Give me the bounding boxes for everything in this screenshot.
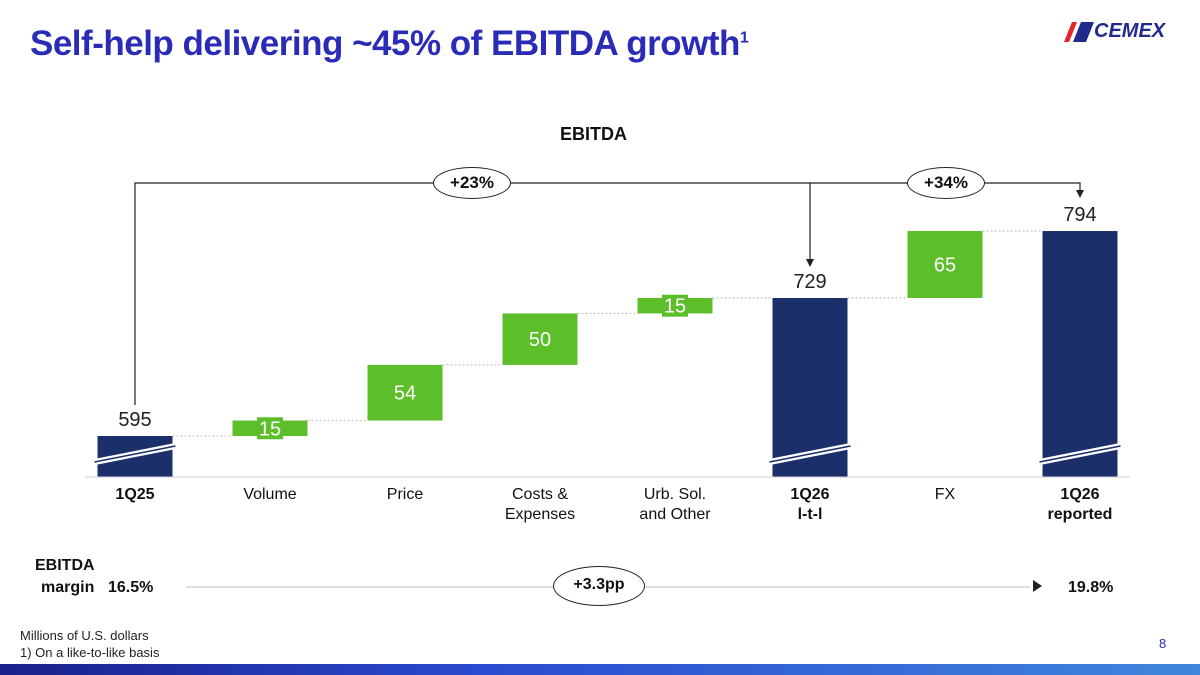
data-label-5: 729 xyxy=(793,271,826,293)
bracket-fx xyxy=(810,182,1081,193)
category-label: 1Q26 reported xyxy=(1010,485,1150,525)
category-label-line: Volume xyxy=(243,486,297,503)
axis-break-line xyxy=(769,445,851,463)
data-label-7: 794 xyxy=(1063,204,1096,226)
data-label-4: 15 xyxy=(664,296,686,318)
category-label-line: reported xyxy=(1047,506,1113,523)
bar-3 xyxy=(502,313,578,365)
data-label-1: 15 xyxy=(259,418,281,440)
category-label-line: 1Q26 xyxy=(790,486,830,503)
category-label-line: Urb. Sol. xyxy=(643,486,707,503)
axis-break-line xyxy=(94,445,176,463)
waterfall-chart: 595 15 54 50 15 729 65 794 xyxy=(85,182,1130,478)
margin-label-line1: EBITDA xyxy=(35,557,95,574)
margin-label-line2: margin xyxy=(41,579,95,596)
category-label-line: l-t-l xyxy=(797,506,823,523)
category-label-line: Expenses xyxy=(504,506,576,523)
category-label: Price xyxy=(335,485,475,505)
label-bg-4 xyxy=(662,294,688,317)
category-label: FX xyxy=(875,485,1015,505)
category-label-line: 1Q25 xyxy=(115,486,155,503)
category-label: Urb. Sol. and Other xyxy=(605,485,745,525)
category-label-line: 1Q26 xyxy=(1060,486,1100,503)
bar-2 xyxy=(367,364,443,421)
data-label-2: 54 xyxy=(394,383,416,405)
category-label-line: Costs & xyxy=(511,486,568,503)
category-label: 1Q26 l-t-l xyxy=(740,485,880,525)
category-label-line: Price xyxy=(386,486,424,503)
chart-title: EBITDA xyxy=(560,124,627,144)
category-label: Volume xyxy=(200,485,340,505)
data-label-0: 595 xyxy=(118,409,151,431)
growth-badge-fx: +34% xyxy=(907,167,985,199)
footer-bar xyxy=(0,664,1200,675)
arrow-down-icon xyxy=(806,259,814,267)
data-label-3: 50 xyxy=(529,329,551,351)
margin-start: 16.5% xyxy=(108,579,154,596)
footnote-1: 1) On a like-to-like basis xyxy=(20,645,160,660)
category-label: 1Q25 xyxy=(65,485,205,505)
logo-stripes-icon xyxy=(1064,21,1094,42)
axis-break-line xyxy=(1039,445,1121,463)
category-label-line: and Other xyxy=(639,506,711,523)
arrow-right-icon xyxy=(1033,580,1042,592)
margin-change-badge: +3.3pp xyxy=(553,566,645,606)
arrow-down-icon xyxy=(1076,190,1084,198)
footnote-units: Millions of U.S. dollars xyxy=(20,628,149,643)
bar-7 xyxy=(1042,231,1118,477)
label-bg-1 xyxy=(257,417,283,440)
cemex-logo: CEMEX xyxy=(1064,20,1165,43)
page-title: Self-help delivering ~45% of EBITDA grow… xyxy=(30,24,749,63)
data-label-6: 65 xyxy=(934,255,956,277)
growth-badge-ltl: +23% xyxy=(433,167,511,199)
category-label-line: FX xyxy=(934,486,956,503)
bracket-ltl xyxy=(134,182,811,405)
margin-end: 19.8% xyxy=(1068,579,1114,596)
bar-6 xyxy=(907,231,983,298)
page-number: 8 xyxy=(1159,636,1167,651)
category-label: Costs & Expenses xyxy=(470,485,610,525)
